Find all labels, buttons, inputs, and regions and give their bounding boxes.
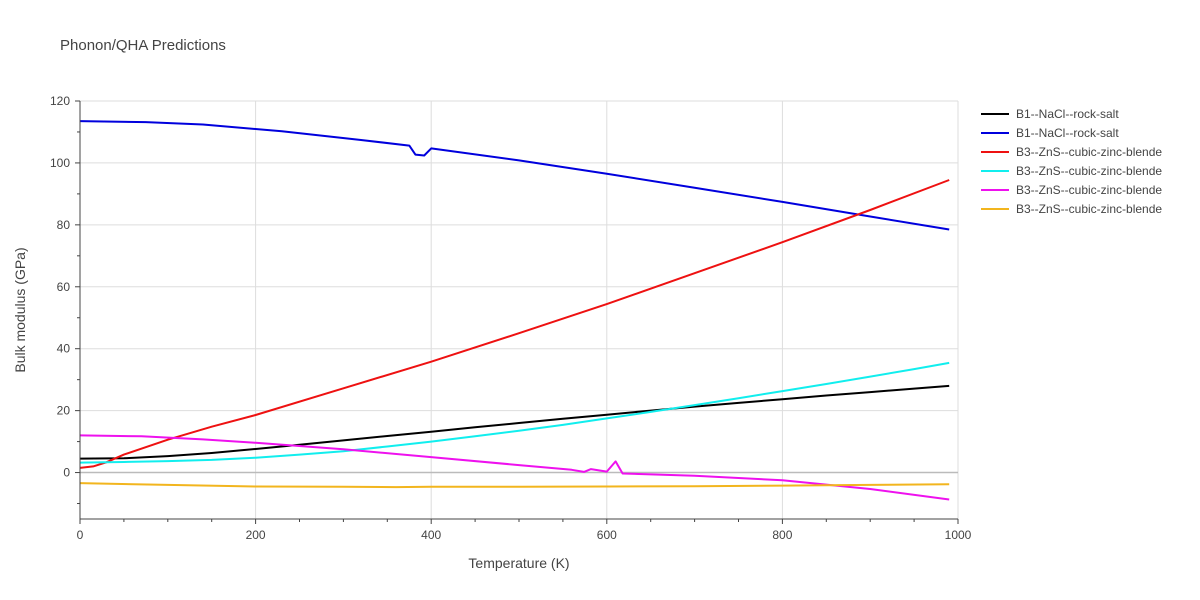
y-tick-label: 60 bbox=[57, 280, 71, 294]
y-tick-label: 0 bbox=[63, 466, 70, 480]
legend-label: B1--NaCl--rock-salt bbox=[1016, 126, 1119, 140]
series-line-1 bbox=[79, 384, 950, 460]
x-tick-label: 400 bbox=[421, 528, 441, 542]
series-line-4 bbox=[79, 361, 950, 464]
legend: B1--NaCl--rock-salt B1--NaCl--rock-salt B3… bbox=[981, 107, 1162, 216]
y-tick-label: 100 bbox=[50, 156, 70, 170]
legend-item[interactable]: B3--ZnS--cubic-zinc-blende bbox=[981, 164, 1162, 178]
y-tick-label: 80 bbox=[57, 218, 71, 232]
legend-item[interactable]: B3--ZnS--cubic-zinc-blende bbox=[981, 183, 1162, 197]
x-tick-label: 600 bbox=[597, 528, 617, 542]
legend-label: B1--NaCl--rock-salt bbox=[1016, 107, 1119, 121]
series-line-3 bbox=[79, 179, 950, 469]
legend-item[interactable]: B1--NaCl--rock-salt bbox=[981, 107, 1119, 121]
y-axis-ticks: 0 20 40 60 80 100 120 bbox=[50, 94, 70, 480]
y-tick-label: 120 bbox=[50, 94, 70, 108]
series-line-2 bbox=[79, 120, 950, 231]
legend-label: B3--ZnS--cubic-zinc-blende bbox=[1016, 164, 1162, 178]
series-line-6 bbox=[79, 482, 950, 489]
y-tick-label: 20 bbox=[57, 404, 71, 418]
chart-title: Phonon/QHA Predictions bbox=[60, 37, 226, 54]
grid bbox=[80, 100, 959, 519]
series-line-5 bbox=[79, 434, 950, 501]
y-axis-title: Bulk modulus (GPa) bbox=[12, 247, 28, 372]
x-tick-label: 200 bbox=[246, 528, 266, 542]
x-tick-label: 800 bbox=[772, 528, 792, 542]
legend-label: B3--ZnS--cubic-zinc-blende bbox=[1016, 202, 1162, 216]
series-layer bbox=[79, 120, 950, 501]
legend-item[interactable]: B3--ZnS--cubic-zinc-blende bbox=[981, 145, 1162, 159]
x-axis-title: Temperature (K) bbox=[468, 555, 569, 571]
axes bbox=[75, 100, 959, 524]
legend-label: B3--ZnS--cubic-zinc-blende bbox=[1016, 183, 1162, 197]
x-tick-label: 0 bbox=[77, 528, 84, 542]
legend-item[interactable]: B3--ZnS--cubic-zinc-blende bbox=[981, 202, 1162, 216]
x-tick-label: 1000 bbox=[945, 528, 972, 542]
legend-label: B3--ZnS--cubic-zinc-blende bbox=[1016, 145, 1162, 159]
x-axis-ticks: 0 200 400 600 800 1000 bbox=[77, 528, 972, 542]
y-tick-label: 40 bbox=[57, 342, 71, 356]
legend-item[interactable]: B1--NaCl--rock-salt bbox=[981, 126, 1119, 140]
